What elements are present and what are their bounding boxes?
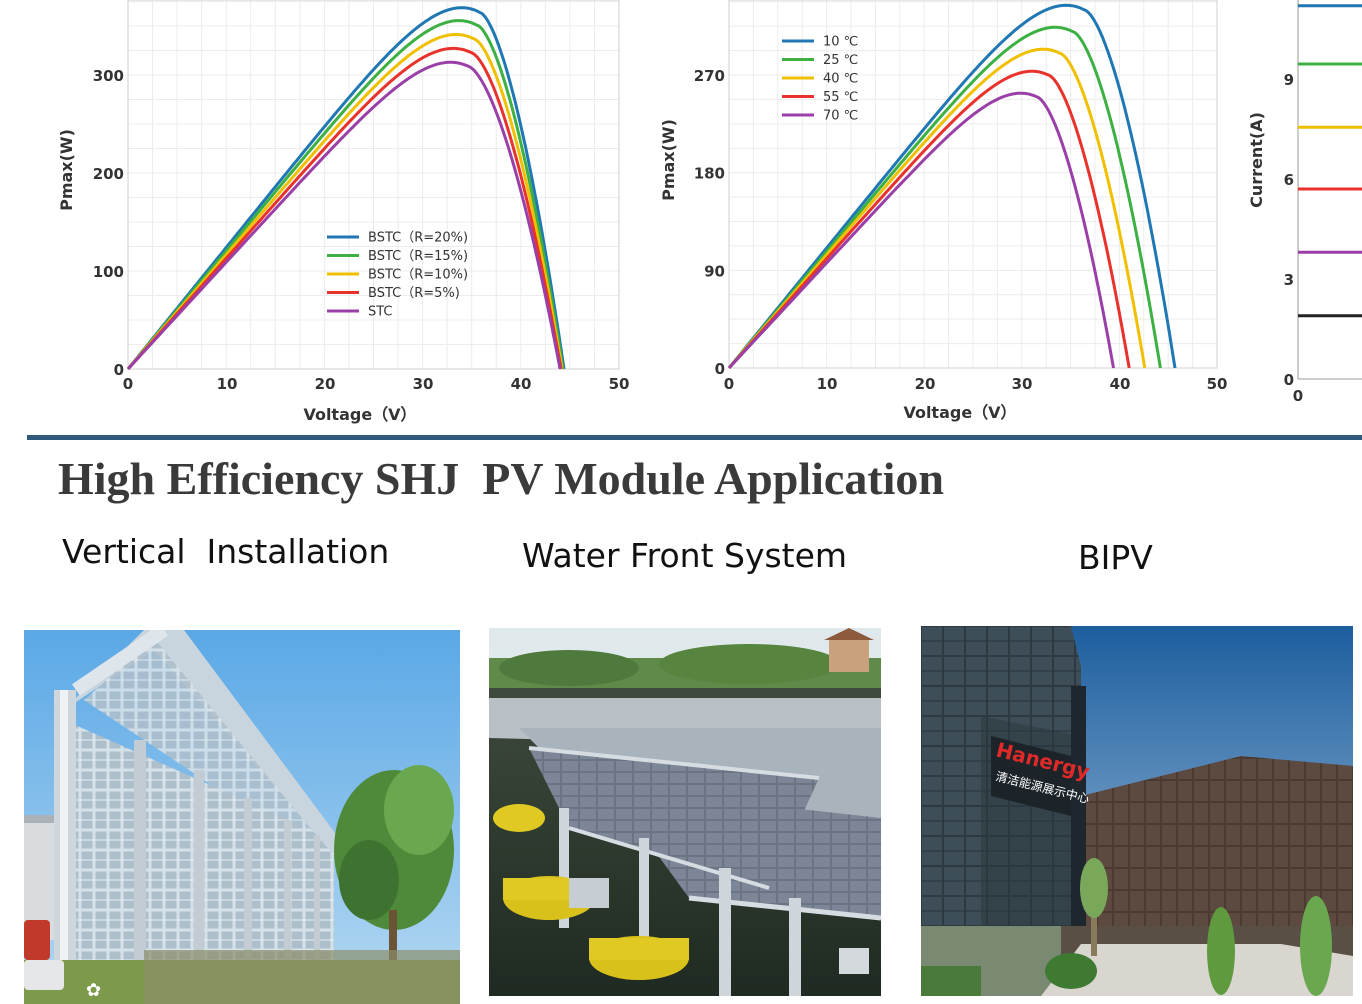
y-tick-label: 0: [114, 361, 124, 379]
series-line-4: [126, 60, 562, 371]
x-tick-label: 10: [217, 375, 238, 393]
series-line-0: [727, 3, 1177, 369]
legend-label-2: 40 ℃: [823, 72, 858, 87]
y-axis-title: Pmax(W): [57, 129, 76, 211]
x-tick-label: 0: [123, 375, 133, 393]
y-axis-title: Pmax(W): [659, 119, 678, 201]
series-line-1: [126, 19, 565, 370]
legend-label-3: 55 ℃: [823, 90, 858, 105]
svg-text:✿: ✿: [86, 980, 101, 1001]
y-tick-label: 0: [1284, 371, 1294, 389]
caption-water-front-system: Water Front System: [522, 536, 848, 575]
x-tick-label: 10: [817, 375, 838, 393]
legend-label-1: BSTC（R=15%): [368, 249, 468, 264]
x-axis-title: Voltage（V）: [303, 405, 416, 424]
vertical-installation-photo: ✿: [24, 630, 460, 1004]
pmax-vs-voltage-temperature-chart: 0 90 180 270 0 10 20 30 40 50 Voltage（V） Pmax(W) 10 …: [659, 0, 1227, 422]
legend-label-1: 25 ℃: [823, 53, 858, 68]
series-line-2: [727, 47, 1147, 369]
x-tick-label: 40: [1110, 375, 1131, 393]
series-line-3: [727, 69, 1131, 369]
x-tick-label: 30: [413, 375, 434, 393]
x-tick-label: 30: [1012, 375, 1033, 393]
legend-label-2: BSTC（R=10%): [368, 268, 468, 283]
legend-label-4: 70 ℃: [823, 109, 858, 124]
y-axis-title: Current(A): [1247, 112, 1266, 208]
current-vs-voltage-chart: 0 3 6 9 0 Current(A): [1247, 0, 1362, 405]
x-axis-title: Voltage（V）: [903, 403, 1016, 422]
y-tick-label: 3: [1284, 271, 1294, 289]
y-tick-label: 6: [1284, 171, 1294, 189]
y-tick-label: 270: [694, 67, 725, 85]
x-tick-label: 40: [511, 375, 532, 393]
plot-frame: [728, 0, 1218, 369]
y-tick-label: 180: [694, 165, 725, 183]
x-tick-label: 0: [724, 375, 734, 393]
section-divider: [27, 435, 1362, 440]
y-tick-label: 300: [93, 67, 124, 85]
legend-label-0: BSTC（R=20%): [368, 231, 468, 246]
series-line-2: [126, 33, 564, 370]
pmax-vs-voltage-albedo-chart: 0 100 200 300 0 10 20 30 40 50 Voltage（V） Pmax(W) BS…: [57, 0, 629, 424]
series-line-4: [727, 91, 1115, 370]
series-line-0: [126, 6, 566, 370]
section-headline: High Efficiency SHJ PV Module Applicatio…: [58, 453, 944, 504]
legend-label-0: 10 ℃: [823, 35, 858, 50]
y-tick-label: 90: [704, 262, 725, 280]
x-tick-label: 50: [1207, 375, 1228, 393]
series-line-3: [126, 46, 563, 371]
series-line-1: [727, 25, 1162, 369]
vertical-solar-fence-photo-icon: ✿: [24, 630, 460, 1004]
y-tick-label: 0: [715, 360, 725, 378]
legend-label-3: BSTC（R=5%): [368, 286, 460, 301]
legend-label-4: STC: [368, 305, 393, 320]
y-tick-label: 200: [93, 165, 124, 183]
x-tick-label: 20: [915, 375, 936, 393]
y-tick-label: 9: [1284, 71, 1294, 89]
x-tick-label: 50: [609, 375, 630, 393]
caption-vertical-installation: Vertical Installation: [62, 532, 390, 571]
x-tick-label: 20: [315, 375, 336, 393]
x-tick-label: 0: [1293, 387, 1303, 405]
bipv-building-photo-icon: Hanergy 清洁能源展示中心: [921, 626, 1353, 996]
caption-bipv: BIPV: [1078, 538, 1153, 577]
plot-frame: [127, 0, 620, 370]
floating-solar-array-photo-icon: [489, 628, 881, 996]
water-front-system-photo: [489, 628, 881, 996]
y-tick-label: 100: [93, 263, 124, 281]
bipv-building-photo: Hanergy 清洁能源展示中心: [921, 626, 1353, 996]
